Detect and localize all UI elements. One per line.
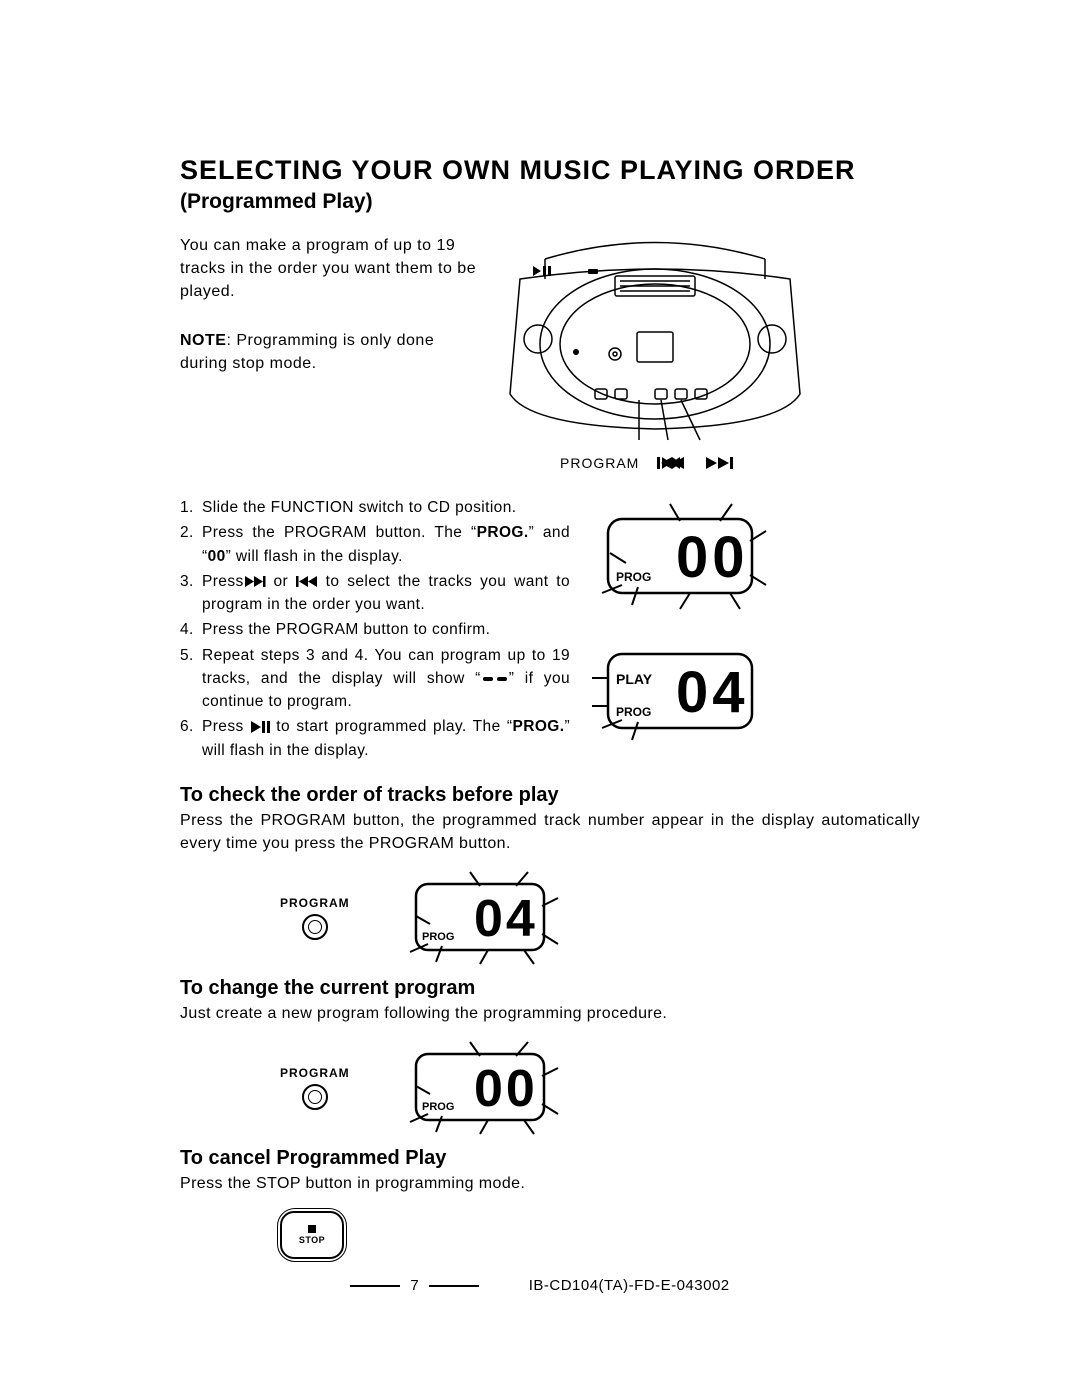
page-footer: 7 IB-CD104(TA)-FD-E-043002 bbox=[0, 1277, 1080, 1294]
program-label: PROGRAM bbox=[560, 455, 639, 471]
svg-text:04: 04 bbox=[474, 890, 538, 948]
stop-button-diagram: STOP bbox=[280, 1211, 920, 1259]
step-3: Press or to select the tracks you want t… bbox=[180, 570, 570, 617]
step-5: Repeat steps 3 and 4. You can program up… bbox=[180, 644, 570, 714]
manual-page: SELECTING YOUR OWN MUSIC PLAYING ORDER (… bbox=[0, 0, 1080, 1299]
step-2: Press the PROGRAM button. The “PROG.” an… bbox=[180, 521, 570, 568]
boombox-svg bbox=[500, 234, 810, 444]
page-subtitle: (Programmed Play) bbox=[180, 190, 920, 214]
stop-button-icon: STOP bbox=[280, 1211, 344, 1259]
change-heading: To change the current program bbox=[180, 977, 920, 1000]
boombox-illustration: PROGRAM bbox=[500, 234, 920, 471]
change-body: Just create a new program following the … bbox=[180, 1002, 920, 1025]
program-button-icon: PROGRAM bbox=[280, 896, 350, 940]
lcd-display-00: 00 PROG bbox=[590, 501, 770, 611]
svg-text:00: 00 bbox=[676, 525, 749, 590]
stop-square-icon bbox=[308, 1225, 316, 1233]
svg-text:PROG: PROG bbox=[616, 570, 651, 584]
step-6: Press to start programmed play. The “PRO… bbox=[180, 715, 570, 762]
prev-track-icon bbox=[657, 456, 687, 470]
cancel-heading: To cancel Programmed Play bbox=[180, 1147, 920, 1170]
program-button-icon: PROGRAM bbox=[280, 1066, 350, 1110]
lcd-display-00b: 00 PROG bbox=[400, 1040, 560, 1135]
check-heading: To check the order of tracks before play bbox=[180, 784, 920, 807]
program-circle-icon bbox=[302, 1084, 328, 1110]
instruction-steps: Slide the FUNCTION switch to CD position… bbox=[180, 496, 570, 764]
check-body: Press the PROGRAM button, the programmed… bbox=[180, 809, 920, 855]
footer-dash-right bbox=[429, 1285, 479, 1287]
next-icon bbox=[244, 576, 266, 587]
intro-row: You can make a program of up to 19 track… bbox=[180, 234, 920, 471]
intro-paragraph: You can make a program of up to 19 track… bbox=[180, 234, 480, 304]
svg-text:PROG: PROG bbox=[616, 705, 651, 719]
stop-label: STOP bbox=[299, 1235, 325, 1245]
note-paragraph: NOTE: Programming is only done during st… bbox=[180, 329, 480, 375]
prev-icon bbox=[296, 576, 318, 587]
dash-dash-icon bbox=[481, 675, 509, 683]
svg-text:PROG: PROG bbox=[422, 1101, 454, 1113]
next-track-icon bbox=[705, 456, 735, 470]
footer-dash-left bbox=[350, 1285, 400, 1287]
steps-row: Slide the FUNCTION switch to CD position… bbox=[180, 496, 920, 764]
document-id: IB-CD104(TA)-FD-E-043002 bbox=[529, 1277, 730, 1294]
page-number: 7 bbox=[410, 1277, 418, 1294]
boombox-labels: PROGRAM bbox=[560, 455, 920, 471]
svg-text:PROG: PROG bbox=[422, 931, 454, 943]
cancel-body: Press the STOP button in programming mod… bbox=[180, 1172, 920, 1195]
change-diagram: PROGRAM 00 PROG bbox=[280, 1040, 920, 1135]
page-title: SELECTING YOUR OWN MUSIC PLAYING ORDER bbox=[180, 155, 920, 186]
svg-text:00: 00 bbox=[474, 1060, 538, 1118]
step-1: Slide the FUNCTION switch to CD position… bbox=[180, 496, 570, 519]
step-4: Press the PROGRAM button to confirm. bbox=[180, 618, 570, 641]
lcd-display-04: 04 PROG bbox=[400, 870, 560, 965]
play-pause-icon bbox=[250, 721, 270, 733]
svg-text:04: 04 bbox=[676, 660, 749, 725]
note-label: NOTE bbox=[180, 332, 226, 349]
lcd-displays-column: 00 PROG 04 PLAY PROG bbox=[590, 496, 920, 764]
intro-text: You can make a program of up to 19 track… bbox=[180, 234, 480, 471]
program-circle-icon bbox=[302, 914, 328, 940]
svg-text:PLAY: PLAY bbox=[616, 671, 653, 687]
check-diagram: PROGRAM 04 PROG bbox=[280, 870, 920, 965]
lcd-display-04-play: 04 PLAY PROG bbox=[590, 636, 770, 746]
